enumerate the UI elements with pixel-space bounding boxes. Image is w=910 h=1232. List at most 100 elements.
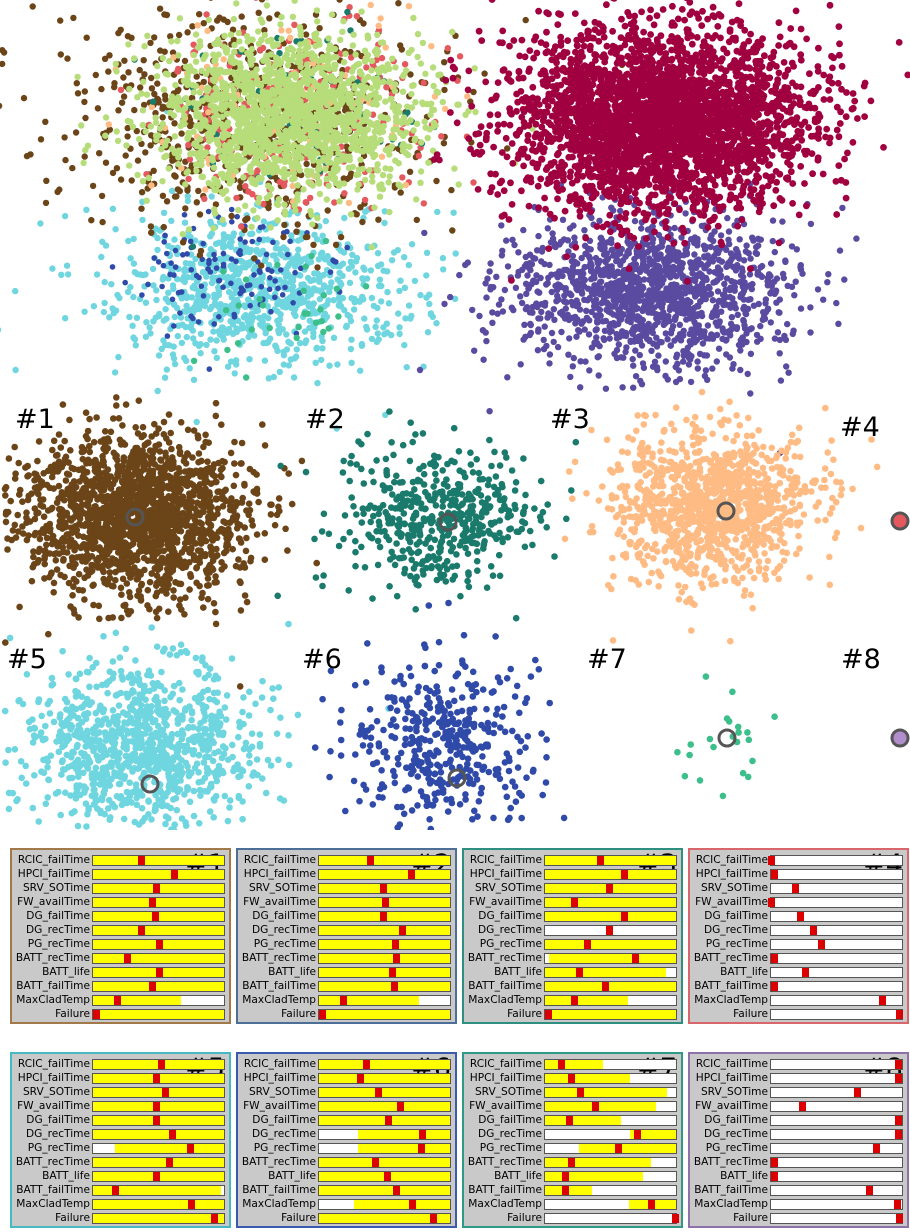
overview-point — [235, 302, 242, 309]
overview-point — [139, 216, 146, 224]
overview-point — [154, 387, 161, 395]
overview-point — [181, 219, 189, 226]
overview-point — [237, 96, 244, 103]
overview-point — [280, 233, 287, 241]
overview-point — [207, 246, 214, 253]
overview-point — [211, 348, 218, 355]
overview-point — [314, 214, 321, 222]
overview-point — [346, 313, 353, 320]
overview-point — [114, 137, 122, 145]
overview-point — [369, 173, 376, 180]
overview-point — [315, 64, 323, 71]
overview-point — [487, 260, 494, 267]
overview-point — [217, 120, 225, 128]
overview-point — [363, 323, 370, 331]
overview-point — [671, 316, 679, 324]
overview-point — [151, 34, 158, 41]
overview-point — [331, 78, 338, 85]
overview-point — [372, 323, 379, 330]
overview-point — [290, 129, 297, 137]
overview-point — [224, 273, 232, 281]
overview-point — [352, 135, 359, 142]
overview-point — [281, 208, 289, 215]
overview-point — [325, 182, 332, 189]
overview-point — [161, 239, 167, 245]
overview-point — [361, 47, 369, 54]
overview-point — [630, 298, 637, 305]
overview-point — [167, 109, 174, 117]
overview-point — [244, 215, 251, 222]
overview-point — [319, 96, 326, 104]
overview-point — [343, 323, 350, 330]
overview-point — [361, 315, 368, 322]
overview-point — [581, 296, 588, 303]
overview-point — [440, 140, 448, 147]
overview-point — [238, 46, 245, 53]
overview-point — [237, 236, 243, 242]
overview-point — [120, 74, 127, 81]
overview-point — [156, 310, 163, 318]
overview-point — [637, 322, 644, 329]
overview-point — [61, 134, 68, 141]
overview-point — [181, 266, 188, 273]
overview-point — [83, 206, 90, 213]
overview-point — [546, 261, 553, 269]
overview-point — [774, 329, 782, 336]
overview-point — [160, 223, 167, 231]
overview-point — [376, 193, 384, 200]
overview-point — [72, 129, 80, 136]
overview-point — [139, 121, 146, 129]
overview-point — [632, 347, 639, 354]
overview-point — [306, 111, 314, 119]
overview-point — [134, 94, 141, 101]
overview-point — [237, 137, 244, 145]
overview-point — [323, 196, 330, 203]
overview-point — [188, 313, 194, 320]
overview-point — [397, 183, 404, 190]
overview-point — [358, 8, 365, 15]
overview-point — [105, 68, 112, 75]
overview-point — [148, 229, 155, 236]
overview-point — [54, 188, 61, 196]
overview-point — [211, 206, 218, 213]
overview-scatter-left — [0, 0, 626, 432]
overview-point — [581, 227, 588, 234]
overview-point — [757, 322, 764, 330]
overview-point — [192, 31, 200, 38]
overview-point — [251, 332, 258, 339]
overview-point — [317, 306, 324, 313]
overview-point — [361, 130, 368, 137]
overview-point — [293, 228, 300, 235]
overview-point — [262, 140, 270, 148]
overview-point — [552, 282, 559, 290]
overview-point — [776, 350, 783, 357]
overview-point — [294, 58, 301, 66]
overview-point — [126, 85, 133, 93]
overview-point — [757, 236, 764, 243]
overview-point — [142, 299, 150, 306]
overview-point — [190, 89, 197, 96]
overview-point — [181, 278, 188, 286]
overview-point — [296, 47, 303, 54]
overview-point — [368, 294, 376, 302]
overview-point — [785, 369, 792, 376]
overview-point — [174, 332, 181, 340]
overview-point — [790, 327, 797, 334]
overview-point — [419, 99, 426, 106]
overview-point — [723, 275, 731, 282]
overview-point — [384, 268, 391, 275]
overview-point — [600, 244, 608, 251]
overview-point — [227, 358, 235, 365]
overview-point — [287, 44, 294, 52]
overview-point — [499, 308, 507, 315]
overview-point — [172, 173, 179, 180]
overview-point — [193, 418, 200, 426]
overview-point — [523, 290, 530, 297]
overview-point — [145, 281, 151, 288]
overview-point — [422, 124, 429, 131]
overview-point — [636, 297, 643, 304]
overview-point — [141, 43, 148, 50]
overview-point — [208, 193, 215, 200]
overview-point — [12, 287, 19, 295]
overview-point — [586, 255, 594, 262]
